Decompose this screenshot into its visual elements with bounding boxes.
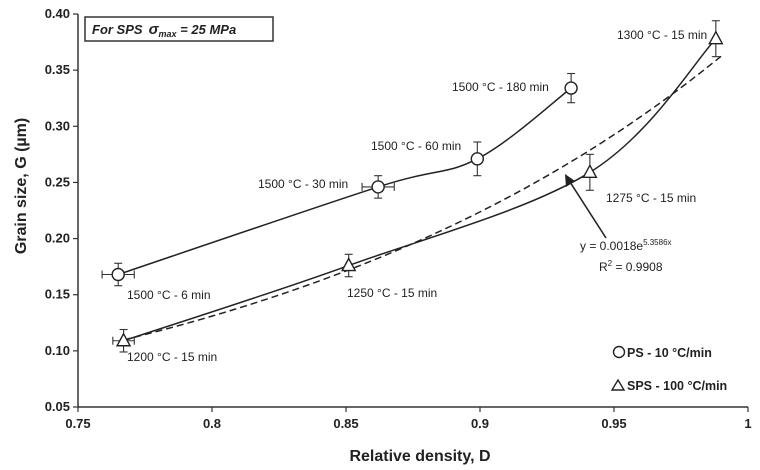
point-label: 1300 °C - 15 min (617, 28, 707, 42)
y-tick-label: 0.05 (45, 399, 70, 414)
triangle-marker (341, 257, 357, 272)
x-tick-label: 0.85 (333, 416, 358, 431)
data-point (708, 20, 724, 58)
triangle-marker (708, 30, 724, 45)
legend-item-sps: SPS - 100 °C/min (610, 378, 727, 393)
legend-sps-label: SPS - 100 °C/min (627, 379, 727, 393)
point-label: 1500 °C - 30 min (258, 177, 348, 191)
y-tick-label: 0.10 (45, 343, 70, 358)
point-label: 1500 °C - 180 min (452, 80, 549, 94)
fit-curve-ps (117, 87, 572, 276)
y-tick-label: 0.20 (45, 231, 70, 246)
x-tick-label: 0.9 (471, 416, 489, 431)
y-axis-title: Grain size, G (µm) (13, 118, 30, 254)
data-point (101, 262, 135, 287)
data-marks (101, 20, 724, 353)
note-box: For SPS σmax = 25 MPa (84, 16, 274, 42)
trend-arrow (565, 174, 607, 239)
y-tick-label: 0.25 (45, 174, 70, 189)
circle-marker (371, 180, 385, 194)
data-point (470, 141, 485, 177)
data-point (564, 72, 578, 104)
data-point (112, 328, 135, 353)
legend-item-ps: PS - 10 °C/min (612, 345, 712, 360)
data-point (341, 253, 357, 278)
point-label: 1200 °C - 15 min (127, 350, 217, 364)
point-label: 1500 °C - 60 min (371, 139, 461, 153)
point-label: 1250 °C - 15 min (347, 286, 437, 300)
y-tick-label: 0.30 (45, 118, 70, 133)
triangle-marker (582, 163, 598, 179)
tick-labels: 0.05 0.10 0.15 0.20 0.25 0.30 0.35 0.40 0.75 0.8 0… (45, 6, 752, 431)
legend-circle-marker (612, 345, 626, 359)
point-label: 1275 °C - 15 min (606, 191, 696, 205)
x-tick-label: 0.8 (203, 416, 221, 431)
data-point (582, 153, 598, 191)
data-point (361, 175, 395, 199)
point-label: 1500 °C - 6 min (127, 288, 211, 302)
legend-triangle-marker (610, 378, 626, 391)
exponential-trendline (123, 55, 722, 341)
note-text: For SPS σmax = 25 MPa (92, 21, 236, 39)
circle-marker (111, 267, 125, 282)
legend-ps-label: PS - 10 °C/min (627, 346, 712, 360)
trendline-equation: y = 0.0018e5.3586x R2 = 0.9908 (580, 238, 672, 274)
point-labels: 1500 °C - 6 min 1500 °C - 30 min 1500 °C -… (127, 28, 707, 364)
fit-curve-sps (123, 38, 717, 342)
y-tick-label: 0.40 (45, 6, 70, 21)
y-tick-label: 0.15 (45, 287, 70, 302)
x-tick-label: 1 (744, 416, 751, 431)
circle-marker (564, 81, 578, 95)
y-tick-label: 0.35 (45, 62, 70, 77)
axes (73, 13, 749, 412)
fit-curves (117, 38, 722, 342)
x-axis-title: Relative density, D (349, 448, 490, 465)
x-tick-label: 0.75 (65, 416, 90, 431)
circle-marker (470, 152, 485, 166)
trend-equation-text: y = 0.0018e5.3586x (580, 238, 672, 253)
trend-r2-text: R2 = 0.9908 (599, 259, 663, 274)
x-tick-label: 0.95 (601, 416, 626, 431)
legend: PS - 10 °C/min SPS - 100 °C/min (610, 345, 727, 393)
triangle-marker (115, 332, 132, 347)
